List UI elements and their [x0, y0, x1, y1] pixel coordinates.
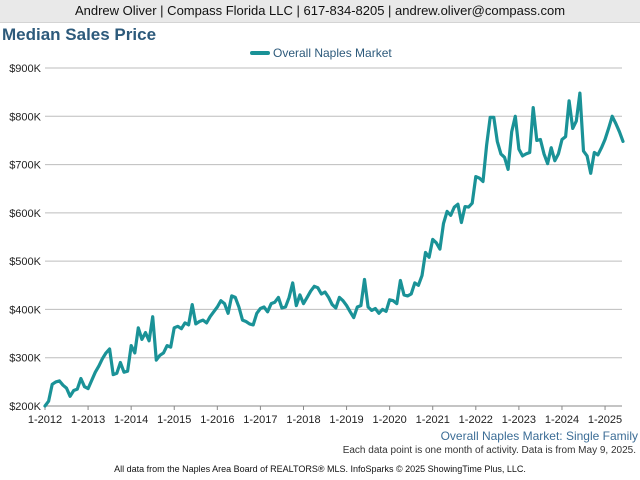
x-tick-label: 1-2020	[373, 414, 407, 426]
chart-title: Median Sales Price	[2, 25, 157, 44]
y-tick-label: $900K	[9, 63, 41, 75]
contact-header: Andrew Oliver | Compass Florida LLC | 61…	[0, 0, 640, 23]
x-tick-label: 1-2018	[286, 414, 320, 426]
y-tick-label: $400K	[9, 304, 41, 316]
x-tick-label: 1-2023	[502, 414, 536, 426]
x-tick-label: 1-2014	[114, 414, 148, 426]
y-tick-label: $700K	[9, 160, 41, 172]
y-tick-label: $800K	[9, 111, 41, 123]
footer-credits: All data from the Naples Area Board of R…	[114, 464, 526, 474]
footnote: Each data point is one month of activity…	[342, 445, 636, 456]
contact-text: Andrew Oliver | Compass Florida LLC | 61…	[74, 3, 566, 18]
y-tick-label: $600K	[9, 208, 41, 220]
x-tick-label: 1-2021	[416, 414, 450, 426]
x-tick-label: 1-2013	[71, 414, 105, 426]
x-tick-label: 1-2022	[459, 414, 493, 426]
y-tick-label: $500K	[9, 256, 41, 268]
x-tick-label: 1-2019	[329, 414, 363, 426]
chart-subtitle: Overall Naples Market: Single Family	[440, 429, 638, 443]
y-tick-label: $300K	[9, 353, 41, 365]
x-tick-label: 1-2025	[588, 414, 622, 426]
x-tick-label: 1-2012	[28, 414, 62, 426]
x-tick-label: 1-2017	[243, 414, 277, 426]
x-tick-label: 1-2024	[545, 414, 579, 426]
y-tick-label: $200K	[9, 401, 41, 413]
series-line	[43, 91, 625, 408]
x-tick-label: 1-2015	[157, 414, 191, 426]
legend-label: Overall Naples Market	[273, 46, 392, 60]
x-tick-label: 1-2016	[200, 414, 234, 426]
